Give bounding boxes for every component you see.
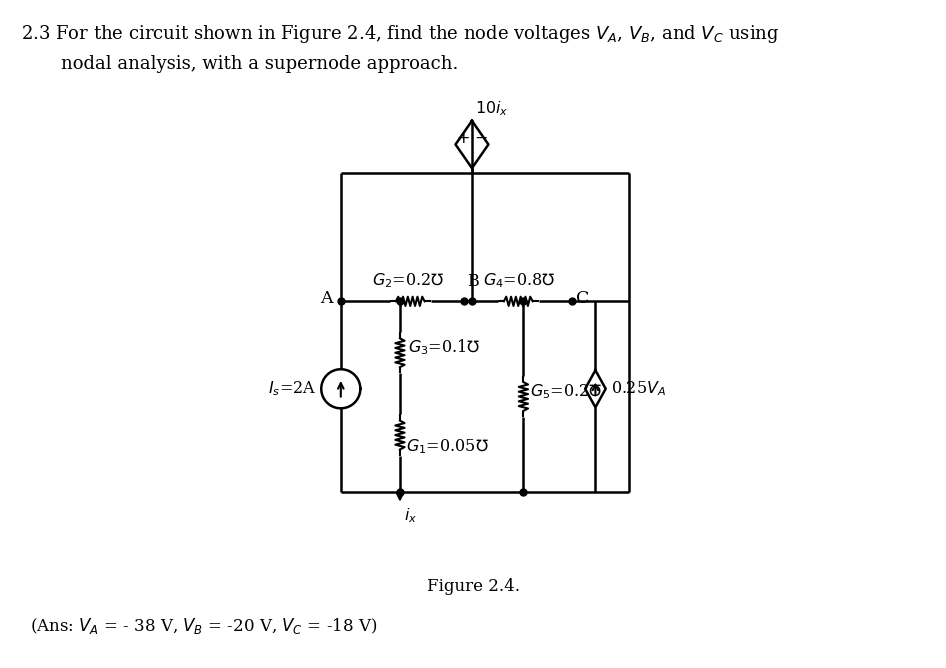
- Text: (Ans: $V_A$ = - 38 V, $V_B$ = -20 V, $V_C$ = -18 V): (Ans: $V_A$ = - 38 V, $V_B$ = -20 V, $V_…: [30, 616, 377, 636]
- Text: $i_x$: $i_x$: [404, 506, 417, 525]
- Text: +: +: [457, 131, 470, 146]
- Text: B: B: [466, 273, 479, 290]
- Text: $10i_x$: $10i_x$: [475, 100, 509, 118]
- Text: 0.25$V_A$: 0.25$V_A$: [611, 379, 666, 398]
- Text: Figure 2.4.: Figure 2.4.: [427, 578, 519, 595]
- Text: $G_5$=0.2$\mho$: $G_5$=0.2$\mho$: [530, 382, 603, 401]
- Text: $G_3$=0.1$\mho$: $G_3$=0.1$\mho$: [408, 338, 481, 357]
- Text: 2.3 For the circuit shown in Figure 2.4, find the node voltages $V_A$, $V_B$, an: 2.3 For the circuit shown in Figure 2.4,…: [21, 23, 780, 45]
- Text: $G_4$=0.8$\mho$: $G_4$=0.8$\mho$: [483, 271, 555, 290]
- Text: −: −: [474, 131, 487, 146]
- Text: A: A: [320, 291, 333, 307]
- Text: nodal analysis, with a supernode approach.: nodal analysis, with a supernode approac…: [61, 55, 459, 73]
- Text: $G_1$=0.05$\mho$: $G_1$=0.05$\mho$: [406, 438, 489, 456]
- Text: $I_s$=2A: $I_s$=2A: [268, 379, 316, 398]
- Text: C: C: [576, 291, 589, 307]
- Text: $G_2$=0.2$\mho$: $G_2$=0.2$\mho$: [372, 271, 444, 290]
